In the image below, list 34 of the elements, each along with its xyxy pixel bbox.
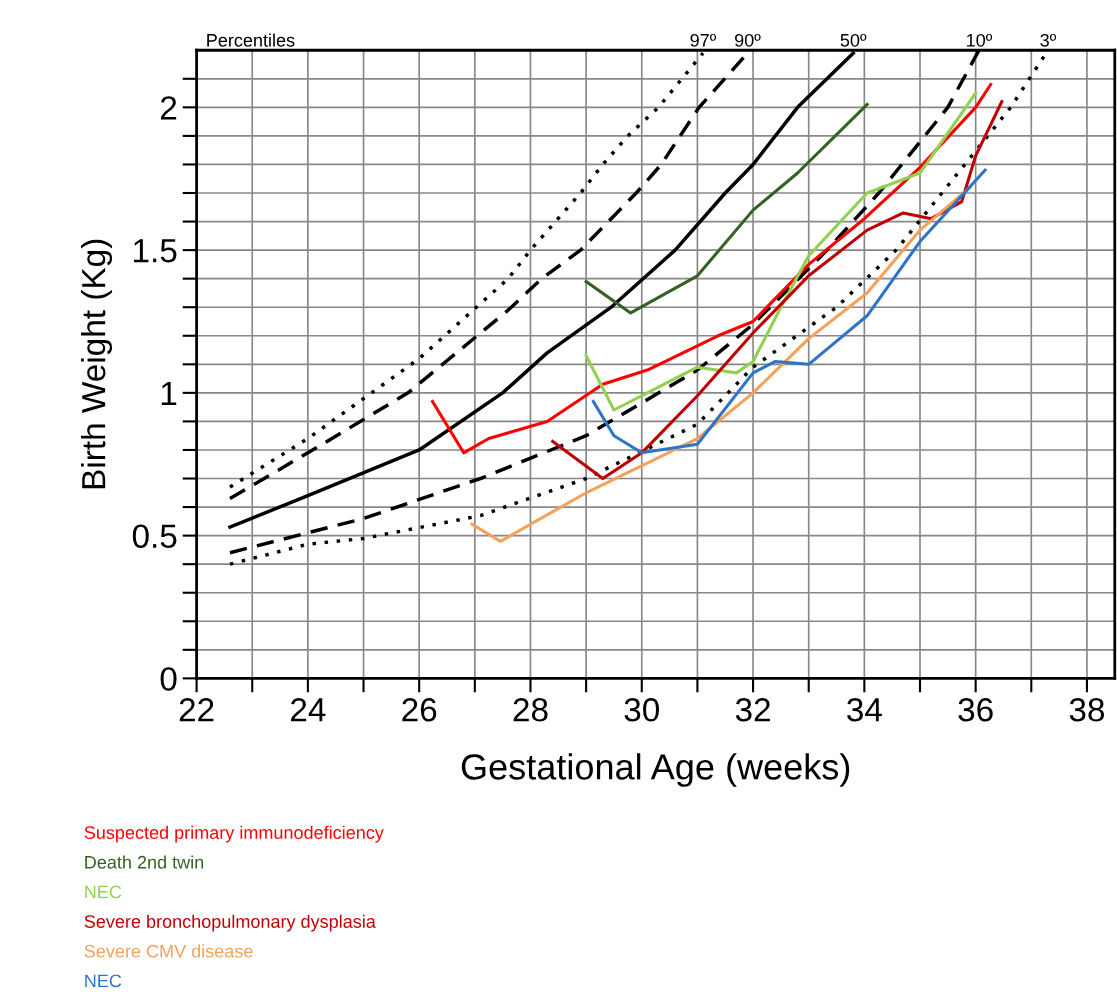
series-label: 50º: [840, 33, 867, 47]
line-series: [584, 102, 869, 315]
x-tick-label: 38: [1069, 698, 1105, 722]
x-tick-label: 24: [291, 698, 326, 722]
y-tick-label: 1: [161, 382, 177, 405]
series-label: 10º: [967, 33, 993, 47]
x-tick-label: 32: [735, 698, 770, 722]
x-tick-label: 26: [402, 698, 437, 722]
series-label: 3º: [1040, 33, 1057, 47]
y-tick-label: 0: [160, 667, 177, 691]
text: NEC: [85, 974, 122, 988]
line-series: [431, 82, 993, 455]
x-tick-label: 34: [847, 698, 882, 722]
y-tick-label: 0.5: [132, 524, 177, 549]
y-tick-label: 2: [160, 96, 177, 120]
text: Severe bronchopulmonary dysplasia: [84, 914, 376, 932]
x-tick-label: 30: [624, 698, 659, 722]
text: Death 2nd twin: [85, 855, 204, 869]
x-axis-title: Gestational Age (weeks): [461, 753, 850, 787]
text: NEC: [85, 885, 122, 899]
series-label: 97º: [690, 33, 717, 47]
text: Suspected primary immunodeficiency: [84, 825, 384, 843]
x-tick-label: 28: [513, 698, 548, 722]
x-tick-label: 22: [179, 698, 214, 722]
line-series: [551, 100, 1004, 481]
text: Severe CMV disease: [84, 944, 253, 958]
line-series: [470, 185, 972, 543]
series-label: 90º: [735, 33, 761, 47]
x-tick-label: 36: [958, 698, 993, 722]
y-axis-title: Birth Weight (Kg): [80, 239, 113, 489]
line-series: [584, 91, 978, 412]
y-tick-label: 1.5: [134, 239, 177, 263]
line-series: [591, 168, 987, 455]
text: Percentiles: [207, 33, 295, 47]
